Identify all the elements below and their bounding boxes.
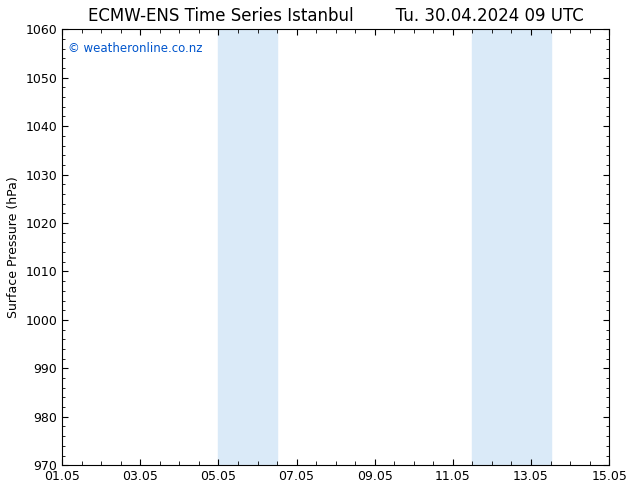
Y-axis label: Surface Pressure (hPa): Surface Pressure (hPa) (7, 176, 20, 318)
Bar (219, 29, 277, 465)
Title: ECMW-ENS Time Series Istanbul        Tu. 30.04.2024 09 UTC: ECMW-ENS Time Series Istanbul Tu. 30.04.… (87, 7, 583, 25)
Bar (472, 29, 550, 465)
Text: © weatheronline.co.nz: © weatheronline.co.nz (68, 42, 202, 55)
